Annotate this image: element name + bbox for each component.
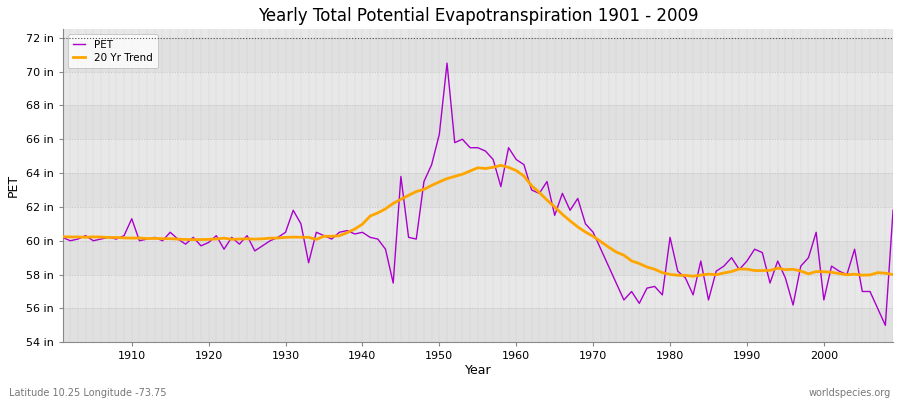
20 Yr Trend — [887, 272, 898, 277]
PET — [880, 323, 891, 328]
Y-axis label: PET: PET — [7, 174, 20, 197]
20 Yr Trend — [496, 163, 507, 168]
Bar — [62, 308, 893, 342]
20 Yr Trend — [518, 174, 529, 178]
20 Yr Trend — [119, 236, 130, 240]
X-axis label: Year: Year — [464, 364, 491, 377]
PET — [119, 233, 130, 238]
Bar — [62, 72, 893, 106]
Bar — [62, 106, 893, 139]
20 Yr Trend — [57, 234, 68, 239]
Title: Yearly Total Potential Evapotranspiration 1901 - 2009: Yearly Total Potential Evapotranspiratio… — [257, 7, 698, 25]
Line: PET: PET — [62, 63, 893, 325]
Bar — [62, 274, 893, 308]
PET — [334, 230, 345, 235]
PET — [887, 208, 898, 213]
20 Yr Trend — [688, 274, 698, 278]
Bar — [62, 173, 893, 207]
Bar — [62, 207, 893, 241]
PET — [511, 157, 522, 162]
20 Yr Trend — [288, 235, 299, 240]
Text: Latitude 10.25 Longitude -73.75: Latitude 10.25 Longitude -73.75 — [9, 388, 166, 398]
Bar — [62, 38, 893, 72]
PET — [611, 281, 622, 286]
Bar — [62, 241, 893, 274]
20 Yr Trend — [334, 233, 345, 238]
Bar — [62, 139, 893, 173]
20 Yr Trend — [511, 168, 522, 173]
20 Yr Trend — [611, 250, 622, 254]
PET — [442, 61, 453, 66]
PET — [57, 235, 68, 240]
Line: 20 Yr Trend: 20 Yr Trend — [62, 165, 893, 276]
PET — [288, 208, 299, 213]
PET — [518, 162, 529, 167]
Legend: PET, 20 Yr Trend: PET, 20 Yr Trend — [68, 34, 158, 68]
Text: worldspecies.org: worldspecies.org — [809, 388, 891, 398]
